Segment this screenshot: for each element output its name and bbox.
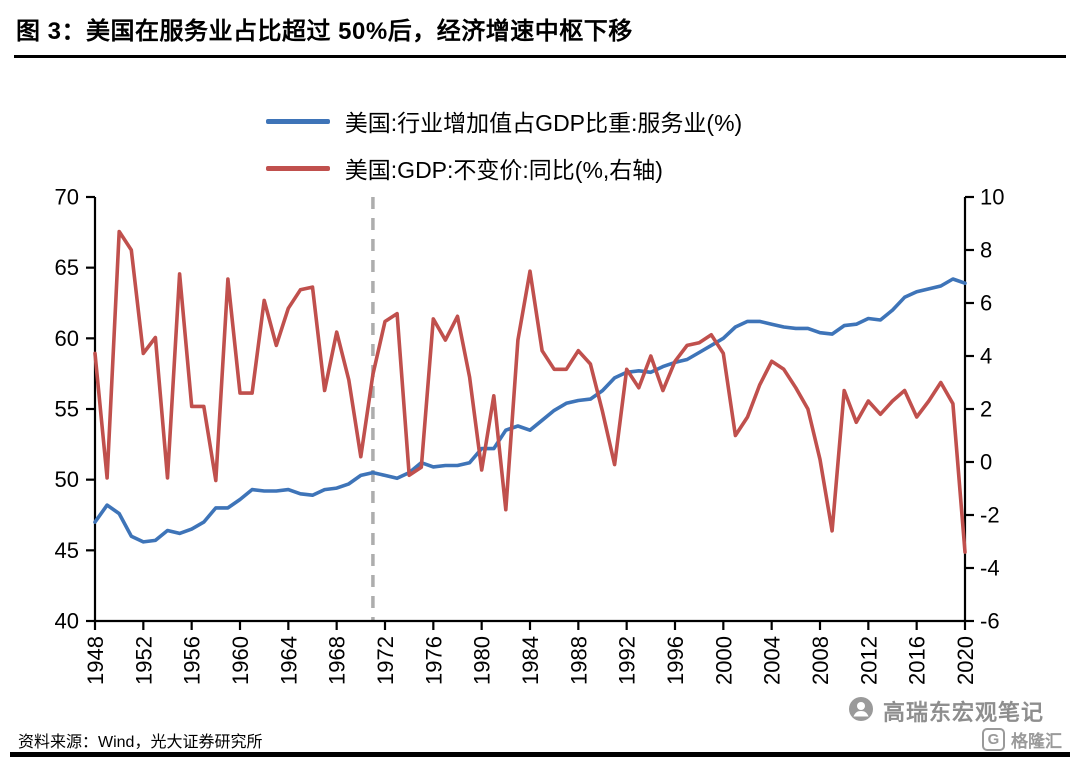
legend-label-services: 美国:行业增加值占GDP比重:服务业(%) bbox=[344, 110, 743, 136]
right-tick-label: 2 bbox=[980, 397, 992, 422]
left-tick-label: 40 bbox=[55, 609, 79, 634]
x-tick-label: 2000 bbox=[711, 636, 736, 685]
series-line-gdp bbox=[93, 229, 967, 554]
right-tick-label: 4 bbox=[980, 344, 992, 369]
x-tick-label: 1980 bbox=[470, 636, 495, 685]
legend-item-gdp: 美国:GDP:不变价:同比(%,右轴) bbox=[265, 151, 742, 185]
gelonghui-logo: G 格隆汇 bbox=[982, 727, 1062, 752]
x-tick-label: 2016 bbox=[905, 636, 930, 685]
x-tick-label: 1968 bbox=[325, 636, 350, 685]
gelonghui-g-icon: G bbox=[982, 728, 1005, 751]
right-tick-label: -2 bbox=[980, 503, 1000, 528]
x-tick-label: 1948 bbox=[83, 636, 108, 685]
x-tick-label: 1952 bbox=[131, 636, 156, 685]
line-chart-plot-area: 40 45 50 55 60 65 70 -6 -4 -2 0 2 4 6 8 10 1948 1952 1956 1… bbox=[0, 185, 1080, 691]
chart-svg: 40 45 50 55 60 65 70 -6 -4 -2 0 2 4 6 8 10 1948 1952 1956 1… bbox=[55, 185, 1005, 685]
chart-header: 图 3：美国在服务业占比超过 50%后，经济增速中枢下移 bbox=[14, 0, 1066, 58]
x-tick-label: 1996 bbox=[663, 636, 688, 685]
legend-line-sample-blue bbox=[265, 118, 330, 124]
x-tick-label: 2020 bbox=[953, 636, 978, 685]
legend-item-services: 美国:行业增加值占GDP比重:服务业(%) bbox=[265, 104, 743, 138]
x-tick-label: 2004 bbox=[760, 636, 785, 685]
watermark-text: 高瑞东宏观笔记 bbox=[882, 700, 1044, 725]
watermark-account-icon bbox=[848, 696, 874, 727]
x-tick-label: 1972 bbox=[373, 636, 398, 685]
right-tick-label: 10 bbox=[980, 189, 1004, 210]
x-tick-label: 1976 bbox=[421, 636, 446, 685]
page-title: 图 3：美国在服务业占比超过 50%后，经济增速中枢下移 bbox=[16, 18, 633, 45]
chart-legend: 美国:行业增加值占GDP比重:服务业(%) 美国:GDP:不变价:同比(%,右轴… bbox=[265, 104, 743, 185]
left-tick-label: 70 bbox=[55, 189, 79, 210]
footer: 资料来源：Wind，光大证券研究所 G 格隆汇 bbox=[10, 727, 1070, 757]
legend-line-sample-red bbox=[265, 165, 330, 171]
right-tick-label: 8 bbox=[980, 238, 992, 263]
right-tick-label: 0 bbox=[980, 450, 992, 475]
x-tick-label: 1960 bbox=[228, 636, 253, 685]
source-text: 资料来源：Wind，光大证券研究所 bbox=[18, 733, 263, 751]
x-tick-label: 1956 bbox=[180, 636, 205, 685]
watermark-row: 高瑞东宏观笔记 bbox=[848, 695, 1044, 727]
gelonghui-logo-text: 格隆汇 bbox=[1011, 732, 1062, 751]
left-tick-label: 60 bbox=[55, 326, 79, 351]
left-tick-label: 45 bbox=[55, 538, 79, 563]
left-tick-label: 55 bbox=[55, 397, 79, 422]
right-tick-label: -4 bbox=[980, 556, 1000, 581]
x-tick-label: 2012 bbox=[856, 636, 881, 685]
x-tick-label: 1988 bbox=[566, 636, 591, 685]
x-tick-label: 1964 bbox=[276, 636, 301, 685]
x-tick-label: 1984 bbox=[518, 636, 543, 685]
left-tick-label: 65 bbox=[55, 255, 79, 280]
left-tick-label: 50 bbox=[55, 467, 79, 492]
x-tick-label: 2008 bbox=[808, 636, 833, 685]
right-tick-label: 6 bbox=[980, 291, 992, 316]
legend-label-gdp: 美国:GDP:不变价:同比(%,右轴) bbox=[344, 157, 663, 183]
series-line-services bbox=[93, 277, 967, 544]
x-tick-label: 1992 bbox=[615, 636, 640, 685]
right-tick-label: -6 bbox=[980, 609, 1000, 634]
